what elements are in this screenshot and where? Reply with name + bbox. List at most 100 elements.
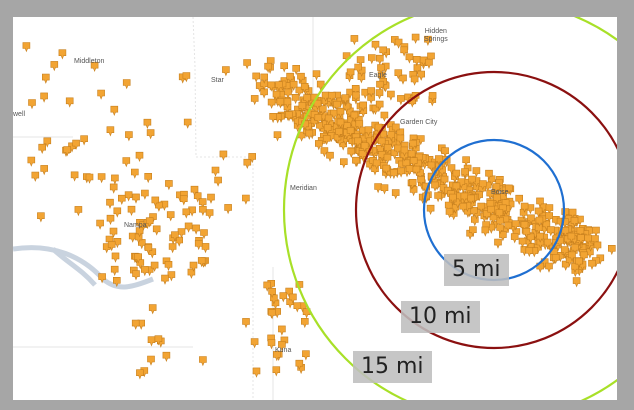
location-pin-icon[interactable] [278,325,286,336]
location-pin-icon[interactable] [410,75,419,86]
location-pin-icon[interactable] [367,54,376,65]
location-pin-icon[interactable] [85,173,94,184]
location-pin-icon[interactable] [107,241,116,252]
location-pin-icon[interactable] [113,276,121,288]
location-pin-icon[interactable] [154,335,163,346]
location-pin-icon[interactable] [588,259,596,271]
location-pin-icon[interactable] [211,166,220,177]
location-pin-icon[interactable] [187,268,196,279]
location-pin-icon[interactable] [504,221,512,232]
location-pin-icon[interactable] [546,226,555,237]
location-pin-icon[interactable] [355,120,364,131]
location-pin-icon[interactable] [272,351,281,362]
location-pin-icon[interactable] [127,205,136,217]
location-pin-icon[interactable] [505,184,513,195]
location-pin-icon[interactable] [148,304,157,315]
location-pin-icon[interactable] [448,193,457,204]
location-pin-icon[interactable] [148,248,157,259]
location-pin-icon[interactable] [584,234,592,245]
location-pin-icon[interactable] [374,123,383,134]
location-pin-icon[interactable] [147,355,155,366]
location-pin-icon[interactable] [162,351,171,363]
location-pin-icon[interactable] [151,196,160,207]
location-pin-icon[interactable] [125,131,133,142]
location-pin-icon[interactable] [295,359,304,371]
location-pin-icon[interactable] [428,92,437,103]
location-pin-icon[interactable] [492,183,501,194]
location-pin-icon[interactable] [536,197,544,208]
location-pin-icon[interactable] [326,151,334,163]
location-pin-icon[interactable] [520,202,529,213]
location-pin-icon[interactable] [96,219,104,230]
location-pin-icon[interactable] [522,228,531,239]
location-pin-icon[interactable] [182,208,191,219]
location-pin-icon[interactable] [431,181,439,192]
location-pin-icon[interactable] [219,150,228,161]
location-pin-icon[interactable] [50,61,59,72]
location-pin-icon[interactable] [242,318,250,329]
location-pin-icon[interactable] [561,226,570,238]
location-pin-icon[interactable] [391,189,400,200]
location-pin-icon[interactable] [387,90,395,101]
location-pin-icon[interactable] [391,123,400,134]
location-pin-icon[interactable] [37,212,45,223]
location-pin-icon[interactable] [467,194,475,205]
location-pin-icon[interactable] [382,164,391,175]
location-pin-icon[interactable] [138,239,146,250]
location-pin-icon[interactable] [526,233,535,244]
location-pin-icon[interactable] [535,216,544,227]
location-pin-icon[interactable] [131,319,140,330]
map-canvas[interactable]: Middleton Star Hidden Springs Eagle well… [13,17,617,400]
location-pin-icon[interactable] [322,135,331,146]
location-pin-icon[interactable] [545,262,553,273]
location-pin-icon[interactable] [143,118,152,130]
location-pin-icon[interactable] [111,174,119,185]
location-pin-icon[interactable] [267,81,276,92]
location-pin-icon[interactable] [469,226,477,237]
location-pin-icon[interactable] [409,139,417,151]
location-pin-icon[interactable] [469,207,478,218]
location-pin-icon[interactable] [298,102,307,113]
location-pin-icon[interactable] [74,206,83,217]
location-pin-icon[interactable] [383,144,392,155]
location-pin-icon[interactable] [286,72,294,84]
location-pin-icon[interactable] [570,217,579,228]
location-pin-icon[interactable] [175,236,183,247]
location-pin-icon[interactable] [470,216,479,227]
location-pin-icon[interactable] [164,261,173,272]
location-pin-icon[interactable] [411,33,420,44]
location-pin-icon[interactable] [543,238,552,249]
markers-layer[interactable] [22,33,616,380]
location-pin-icon[interactable] [113,207,122,218]
location-pin-icon[interactable] [375,100,384,111]
location-pin-icon[interactable] [405,53,414,64]
location-pin-icon[interactable] [375,54,384,66]
location-pin-icon[interactable] [135,227,144,238]
location-pin-icon[interactable] [494,238,502,249]
location-pin-icon[interactable] [205,209,214,220]
location-pin-icon[interactable] [417,70,426,81]
location-pin-icon[interactable] [318,105,327,116]
location-pin-icon[interactable] [375,89,384,100]
location-pin-icon[interactable] [141,189,149,200]
location-pin-icon[interactable] [327,91,336,103]
location-pin-icon[interactable] [97,89,105,100]
location-pin-icon[interactable] [440,175,449,186]
location-pin-icon[interactable] [152,225,161,236]
location-pin-icon[interactable] [147,336,156,347]
location-pin-icon[interactable] [80,135,88,146]
location-pin-icon[interactable] [390,169,398,180]
location-pin-icon[interactable] [214,176,222,187]
location-pin-icon[interactable] [387,131,396,142]
location-pin-icon[interactable] [124,191,133,202]
location-pin-icon[interactable] [110,265,119,277]
location-pin-icon[interactable] [222,66,230,77]
location-pin-icon[interactable] [511,220,520,231]
location-pin-icon[interactable] [40,165,49,176]
location-pin-icon[interactable] [367,94,375,105]
location-pin-icon[interactable] [412,55,421,67]
location-pin-icon[interactable] [72,139,80,150]
location-pin-icon[interactable] [560,246,569,257]
location-pin-icon[interactable] [350,35,359,46]
location-pin-icon[interactable] [426,204,435,216]
